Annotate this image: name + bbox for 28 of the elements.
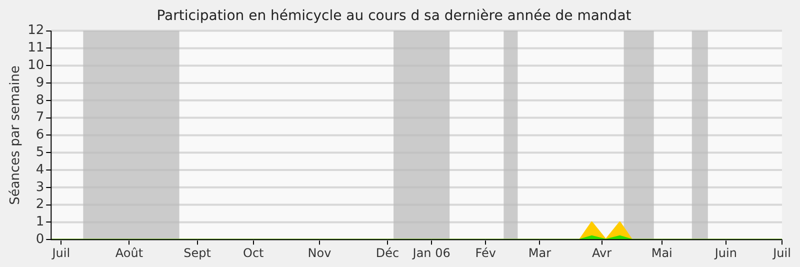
y-tick-label: 5: [36, 144, 44, 160]
chart-title: Participation en hémicycle au cours d sa dernière année de mandat: [156, 8, 632, 24]
x-tick-label: Jan 06: [412, 246, 450, 260]
x-tick-label: Fév: [475, 246, 496, 260]
y-tick-label: 12: [28, 23, 44, 38]
y-tick-label: 3: [36, 180, 44, 195]
x-tick-label: Oct: [243, 246, 264, 260]
x-tick-label: Déc: [376, 246, 400, 260]
y-tick-label: 2: [36, 197, 44, 212]
x-tick-label: Juin: [714, 246, 737, 260]
y-tick-label: 9: [36, 75, 44, 90]
y-tick-label: 0: [36, 232, 44, 247]
x-tick-label: Juil: [772, 246, 791, 260]
x-tick-label: Août: [115, 246, 144, 260]
y-axis-title: Séances par semaine: [8, 65, 24, 205]
x-tick-label: Nov: [308, 246, 332, 260]
y-tick-label: 11: [28, 40, 44, 56]
y-tick-label: 7: [36, 110, 44, 126]
x-tick-label: Mai: [651, 246, 672, 260]
y-tick-label: 4: [36, 162, 44, 178]
y-tick-label: 1: [36, 214, 44, 230]
y-tick-label: 10: [28, 58, 44, 73]
x-tick-label: Juil: [51, 246, 70, 260]
x-tick-label: Avr: [592, 246, 612, 260]
y-tick-label: 6: [36, 128, 44, 143]
y-tick-label: 8: [36, 92, 44, 108]
x-tick-label: Mar: [528, 246, 552, 260]
x-tick-label: Sept: [184, 246, 212, 260]
